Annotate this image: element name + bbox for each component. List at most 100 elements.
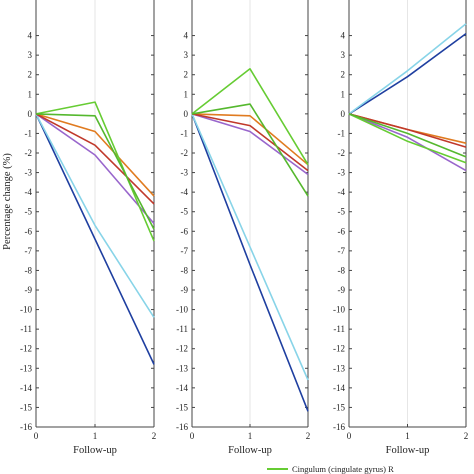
y-tick-label: -1	[338, 128, 346, 138]
series-line-1	[191, 113, 309, 412]
legend-label: Cingulum (cingulate gyrus) R	[292, 464, 394, 474]
series-line-2	[191, 113, 309, 381]
y-tick-label: -3	[25, 168, 33, 178]
y-tick-label: -14	[20, 383, 32, 393]
x-tick-label: 0	[34, 431, 39, 441]
y-tick-label: -14	[333, 383, 345, 393]
x-axis-title: Follow-up	[386, 445, 430, 456]
series-line-1	[348, 32, 467, 115]
series-line-5	[348, 113, 467, 148]
y-tick-label: -7	[338, 246, 346, 256]
y-tick-label: -12	[333, 344, 345, 354]
y-tick-label: 2	[28, 70, 33, 80]
series-line-7	[348, 113, 467, 158]
y-tick-label: 1	[28, 89, 33, 99]
y-tick-label: -11	[20, 324, 32, 334]
y-tick-label: 4	[28, 31, 33, 41]
y-tick-label: -12	[20, 344, 32, 354]
legend: Cingulum (cingulate gyrus) R	[267, 464, 394, 474]
y-tick-label: -9	[338, 285, 346, 295]
x-tick-label: 2	[306, 431, 311, 441]
y-tick-label: -8	[181, 265, 189, 275]
series-line-5	[35, 113, 155, 205]
y-tick-label: 4	[184, 31, 189, 41]
series-line-4	[35, 113, 155, 197]
x-axis-title: Follow-up	[228, 445, 272, 456]
y-tick-label: 3	[341, 50, 346, 60]
y-tick-label: -10	[176, 305, 188, 315]
y-tick-label: -10	[20, 305, 32, 315]
y-tick-label: -14	[176, 383, 188, 393]
y-tick-label: 3	[28, 50, 33, 60]
series-line-6	[35, 101, 155, 242]
x-tick-label: 2	[464, 431, 469, 441]
y-tick-label: -13	[176, 363, 188, 373]
y-tick-label: 2	[341, 70, 346, 80]
series-line-6	[191, 68, 309, 166]
x-tick-label: 1	[93, 431, 98, 441]
series-line-1	[35, 113, 155, 365]
y-tick-label: -6	[25, 226, 33, 236]
y-tick-label: -1	[181, 128, 189, 138]
panel-3: 4 3 2 1 0 -1 -2 -3 -4 -5 -6 -7 -8 -9 -10 -11 -12 -13 -14 -1…	[333, 0, 468, 456]
x-tick-label: 0	[347, 431, 352, 441]
y-tick-label: -1	[25, 128, 33, 138]
y-tick-label: -4	[25, 187, 33, 197]
y-tick-label: -9	[25, 285, 33, 295]
y-tick-label: -11	[333, 324, 345, 334]
y-tick-label: -13	[333, 363, 345, 373]
x-axis-title: Follow-up	[73, 445, 117, 456]
panel-1: 4 3 2 1 0 -1 -2 -3 -4 -5 -6 -7 -8 -9 -10 -11 -12 -13 -14 -1…	[20, 0, 156, 456]
y-tick-label: -5	[338, 207, 346, 217]
series-line-3	[191, 113, 309, 176]
y-tick-label: -4	[181, 187, 189, 197]
chart-panels: 43210-1-2-3-4-5-6-7-8-9-10-11-12-13-14-1…	[20, 0, 468, 456]
y-tick-label: -10	[333, 305, 345, 315]
y-tick-label: 4	[341, 31, 346, 41]
series-line-7	[35, 113, 155, 230]
y-tick-label: -5	[25, 207, 33, 217]
y-tick-label: 0	[184, 109, 189, 119]
y-axis-title: Percentage change (%)	[2, 153, 13, 250]
x-tick-label: 2	[152, 431, 157, 441]
series-line-3	[35, 113, 155, 225]
y-tick-label: -2	[25, 148, 33, 158]
y-tick-label: -6	[338, 226, 346, 236]
y-tick-label: -16	[333, 422, 345, 432]
y-tick-label: -2	[338, 148, 346, 158]
x-tick-label: 1	[248, 431, 253, 441]
y-tick-label: -7	[25, 246, 33, 256]
series-line-4	[191, 113, 309, 166]
series-line-6	[348, 113, 467, 164]
series-line-2	[35, 113, 155, 318]
y-tick-label: -9	[181, 285, 189, 295]
y-tick-label: -12	[176, 344, 188, 354]
y-tick-label: -3	[181, 168, 189, 178]
series-line-3	[348, 113, 467, 172]
series-line-7	[191, 103, 309, 197]
y-tick-label: 2	[184, 70, 189, 80]
panel-2: 4 3 2 1 0 -1 -2 -3 -4 -5 -6 -7 -8 -9 -10 -11 -12 -13 -14 -1…	[176, 0, 310, 456]
y-tick-label: -15	[333, 402, 345, 412]
y-tick-label: -15	[20, 402, 32, 412]
y-tick-label: -5	[181, 207, 189, 217]
y-tick-label: -11	[176, 324, 188, 334]
y-tick-label: 3	[184, 50, 189, 60]
x-tick-label: 0	[190, 431, 195, 441]
y-tick-label: -8	[338, 265, 346, 275]
series-line-5	[191, 113, 309, 172]
y-tick-label: 1	[341, 89, 346, 99]
y-tick-label: -4	[338, 187, 346, 197]
y-tick-label: -15	[176, 402, 188, 412]
y-tick-label: -8	[25, 265, 33, 275]
y-tick-label: 1	[184, 89, 189, 99]
x-tick-label: 1	[405, 431, 410, 441]
y-tick-label: 0	[28, 109, 33, 119]
y-tick-label: 0	[341, 109, 346, 119]
y-tick-label: -16	[20, 422, 32, 432]
y-tick-label: -7	[181, 246, 189, 256]
y-tick-label: -2	[181, 148, 189, 158]
series-line-2	[348, 23, 467, 115]
y-tick-label: -16	[176, 422, 188, 432]
